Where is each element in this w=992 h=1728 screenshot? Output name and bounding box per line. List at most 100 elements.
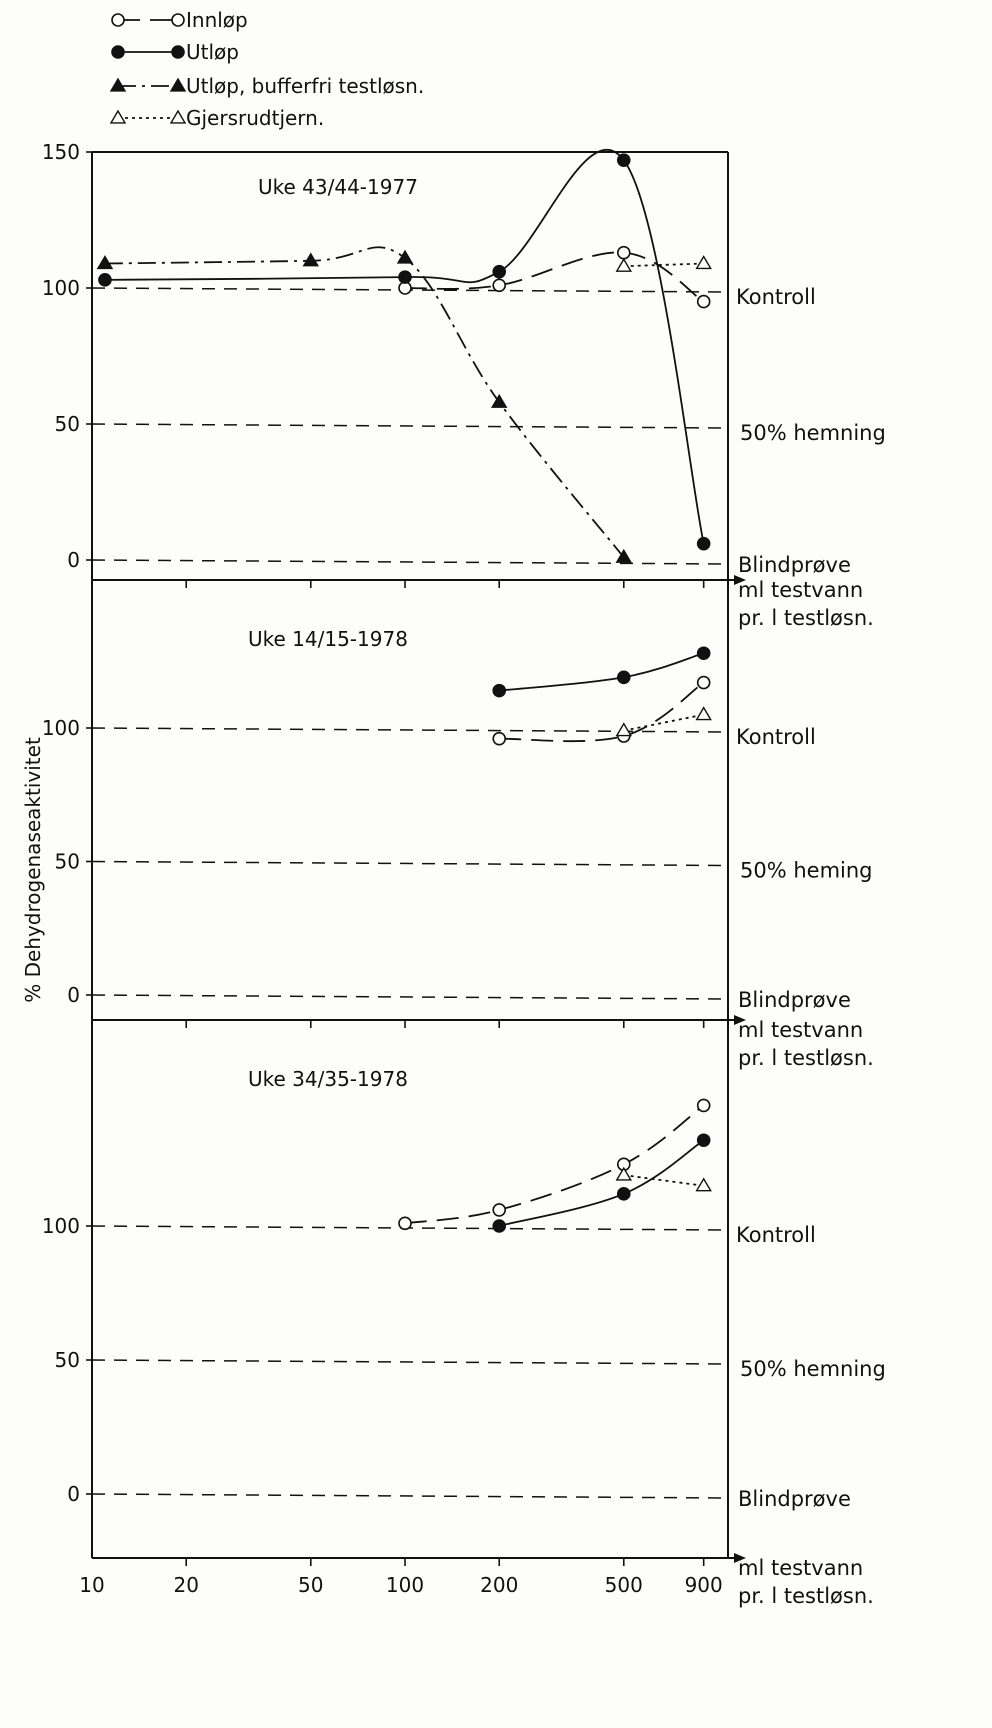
data-point — [696, 675, 711, 690]
series-innløp — [398, 245, 711, 309]
data-point — [615, 257, 633, 272]
y-tick-label: 0 — [67, 548, 80, 572]
series-gjersrudtjern — [615, 1166, 712, 1192]
blindprove-label: Blindprøve — [738, 1487, 851, 1511]
series-innløp — [398, 1098, 711, 1231]
series-line — [404, 251, 705, 303]
x-tick-label: 900 — [685, 1573, 723, 1597]
series-line — [404, 1104, 705, 1225]
x-tick-label: 200 — [480, 1573, 518, 1597]
kontroll-label: Kontroll — [736, 285, 816, 309]
y-tick-label: 0 — [67, 983, 80, 1007]
x-tick-label: 50 — [298, 1573, 323, 1597]
legend-marker-end — [171, 45, 185, 59]
series-utløp — [492, 646, 711, 698]
reference-line-50 — [91, 423, 729, 429]
data-point — [490, 393, 508, 408]
reference-line-0 — [91, 994, 729, 1000]
data-point — [616, 153, 631, 167]
data-point — [96, 255, 114, 270]
y-tick-label: 50 — [55, 850, 80, 874]
x-axis-caption-1: ml testvann — [738, 1556, 863, 1580]
legend-marker-start — [109, 77, 127, 92]
data-point — [615, 548, 633, 563]
x-axis-arrow — [734, 575, 746, 585]
legend-label: Gjersrudtjern. — [186, 106, 324, 130]
series-line — [104, 149, 705, 544]
series-utløp — [492, 1133, 711, 1233]
x-axis-arrow — [734, 1553, 746, 1563]
legend-label: Utløp — [186, 40, 239, 64]
x-axis-arrow — [734, 1015, 746, 1025]
y-tick-label: 0 — [67, 1482, 80, 1506]
y-tick-label: 150 — [42, 140, 80, 164]
data-point — [398, 270, 412, 284]
x-tick-labels: 10 20 50 100 200 500 900 — [79, 1573, 722, 1597]
reference-line-0 — [91, 559, 729, 565]
blindprove-label: Blindprøve — [738, 553, 851, 577]
legend-label: Innløp — [186, 8, 248, 32]
legend-marker-start — [111, 45, 125, 59]
data-point — [616, 1187, 631, 1201]
reference-line-50 — [91, 860, 729, 867]
x-axis-caption-1: ml testvann — [738, 578, 863, 602]
blindprove-label: Blindprøve — [738, 988, 851, 1012]
data-point — [615, 1166, 633, 1181]
legend-item: Innløp — [111, 8, 248, 32]
data-point — [696, 1133, 711, 1148]
data-point — [696, 536, 711, 551]
hemning-label: 50% hemning — [740, 421, 886, 445]
panel-title: Uke 14/15-1978 — [248, 627, 408, 651]
x-axis-caption-2: pr. l testløsn. — [738, 1046, 874, 1070]
y-tick-label: 100 — [42, 716, 80, 740]
data-point — [695, 706, 712, 721]
data-point — [616, 245, 631, 260]
data-point — [696, 646, 711, 661]
legend-marker-end — [169, 77, 187, 92]
data-point — [98, 273, 112, 287]
legend: Innløp Utløp Utløp, bufferfri testløsn. Gje… — [109, 8, 424, 130]
x-tick-label: 500 — [605, 1573, 643, 1597]
legend-item: Utløp, bufferfri testløsn. — [109, 74, 424, 98]
x-axis-caption-1: ml testvann — [738, 1018, 863, 1042]
panel-title: Uke 34/35-1978 — [248, 1067, 408, 1091]
legend-item: Gjersrudtjern. — [109, 106, 324, 130]
hemning-label: 50% hemning — [740, 1357, 886, 1381]
reference-line-50 — [91, 1359, 729, 1365]
legend-marker-start — [111, 13, 125, 27]
data-point — [492, 264, 507, 279]
y-tick-label: 50 — [55, 1348, 80, 1372]
panel-title: Uke 43/44-1977 — [258, 175, 418, 199]
data-point — [695, 255, 712, 270]
x-axis-caption-2: pr. l testløsn. — [738, 1584, 874, 1608]
x-axis-caption-2: pr. l testløsn. — [738, 606, 874, 630]
series-line — [623, 1174, 704, 1187]
legend-marker-end — [171, 13, 185, 27]
panel-2: 100 50 0 Kontroll 50% heming Blindprøve ml tes… — [42, 580, 874, 1070]
x-tick-label: 10 — [79, 1573, 104, 1597]
legend-marker-end — [169, 109, 187, 124]
data-point — [696, 294, 711, 309]
y-axis-label: % Dehydrogenaseaktivitet — [21, 737, 45, 1003]
data-point — [492, 731, 507, 746]
y-tick-label: 100 — [42, 276, 80, 300]
y-tick-label: 50 — [55, 412, 80, 436]
series-line — [623, 713, 704, 732]
x-tick-label: 20 — [173, 1573, 198, 1597]
panel-1: 150 100 50 0 Kontroll 50% hemning Blindprøveml… — [42, 140, 886, 630]
reference-line-0 — [91, 1493, 729, 1499]
series-innløp — [492, 675, 711, 746]
data-point — [695, 1177, 712, 1192]
kontroll-label: Kontroll — [736, 725, 816, 749]
data-point — [492, 278, 507, 293]
x-tick-label: 100 — [386, 1573, 424, 1597]
legend-label: Utløp, bufferfri testløsn. — [186, 74, 424, 98]
series-line — [498, 1139, 705, 1227]
data-point — [396, 249, 414, 264]
series-line — [499, 652, 704, 692]
series-line — [104, 246, 625, 558]
data-point — [398, 1216, 412, 1231]
